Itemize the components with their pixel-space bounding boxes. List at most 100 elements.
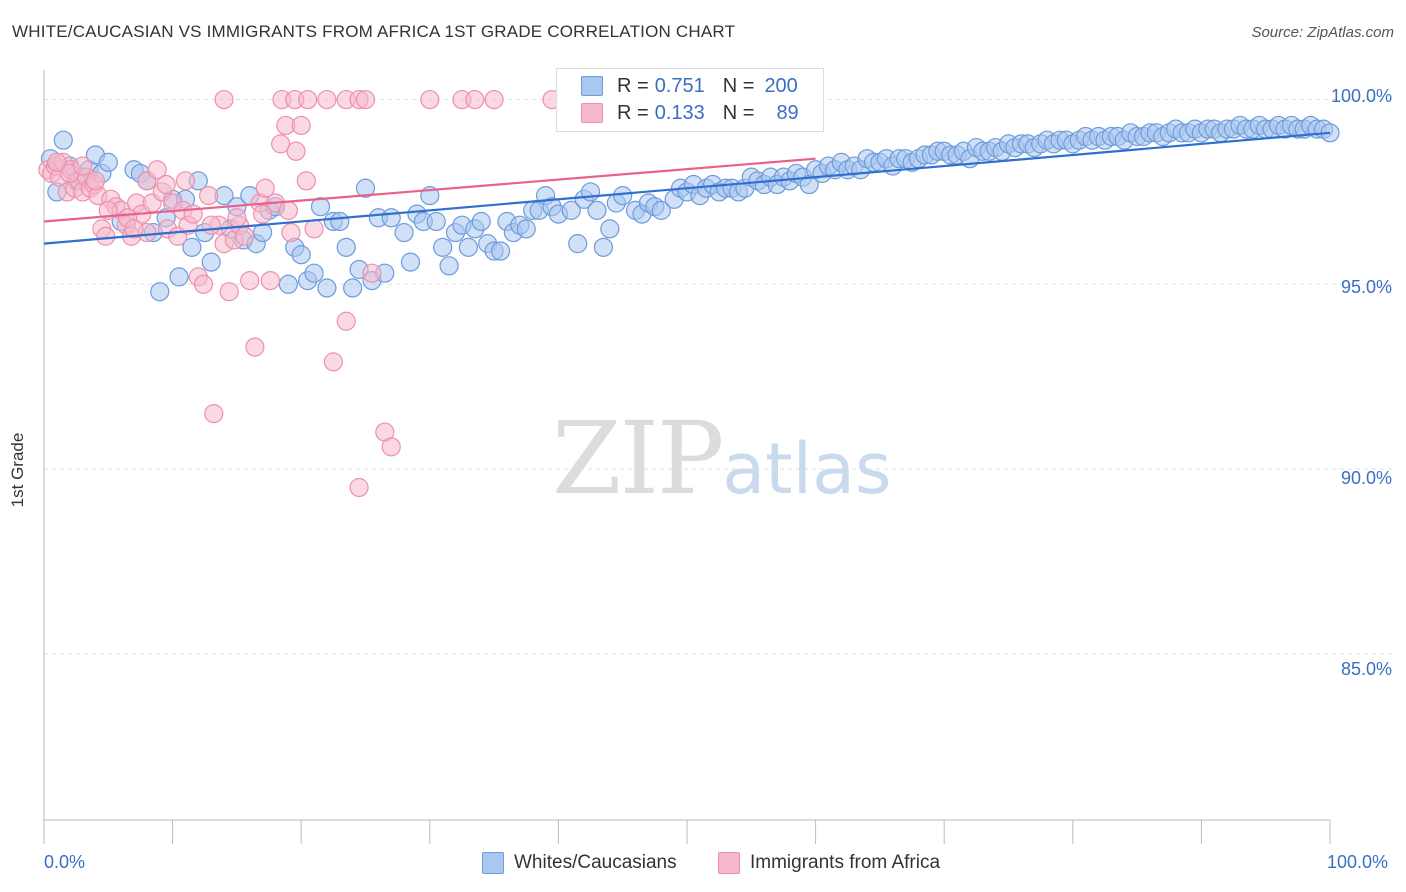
r-value: 0.751 <box>654 74 705 97</box>
legend-label-africa: Immigrants from Africa <box>750 852 941 873</box>
point-whites <box>381 208 401 228</box>
point-africa <box>260 270 280 291</box>
point-africa <box>255 178 275 198</box>
africa-swatch <box>581 103 603 123</box>
legend-item-africa[interactable]: Immigrants from Africa <box>718 852 940 874</box>
point-africa <box>201 215 221 235</box>
legend-swatch-africa <box>718 852 740 874</box>
point-whites <box>330 211 350 232</box>
point-africa <box>124 219 144 239</box>
point-whites <box>150 282 170 302</box>
y-tick-label-95: 95.0% <box>1340 277 1392 297</box>
point-africa <box>286 141 306 161</box>
point-whites <box>439 256 459 276</box>
r-label: R = <box>617 101 649 124</box>
point-whites <box>53 130 73 150</box>
stats-row-whites: R = 0.751 N = 200 <box>581 75 798 97</box>
point-whites <box>394 222 414 243</box>
point-africa <box>281 222 301 243</box>
series-legend: Whites/Caucasians Immigrants from Africa <box>0 852 1406 876</box>
point-africa <box>175 171 196 191</box>
point-africa <box>47 152 67 172</box>
point-africa <box>235 226 255 246</box>
point-africa <box>323 352 343 372</box>
chart-title: WHITE/CAUCASIAN VS IMMIGRANTS FROM AFRIC… <box>12 22 736 41</box>
point-africa <box>278 200 298 220</box>
point-africa <box>465 89 485 110</box>
point-whites <box>169 267 189 287</box>
point-africa <box>484 89 504 110</box>
n-label: N = <box>722 74 755 97</box>
point-whites <box>182 237 202 257</box>
x-tick-label-0: 0.0% <box>44 852 86 872</box>
point-whites <box>471 211 491 232</box>
point-whites <box>458 237 478 257</box>
point-whites <box>593 237 614 257</box>
point-africa <box>291 115 311 136</box>
point-whites <box>304 263 324 283</box>
point-africa <box>204 403 224 424</box>
trendline-whites <box>43 131 1331 245</box>
point-whites <box>433 237 453 257</box>
point-africa <box>317 89 337 110</box>
point-whites <box>310 197 331 217</box>
point-whites <box>587 200 607 220</box>
y-tick-label-100: 100.0% <box>1330 86 1392 106</box>
point-whites <box>98 152 118 172</box>
n-label: N = <box>722 101 755 124</box>
point-africa <box>349 477 369 498</box>
point-africa <box>296 171 316 191</box>
point-africa <box>156 174 176 195</box>
point-africa <box>96 226 116 246</box>
point-whites <box>580 182 601 202</box>
point-africa <box>355 89 376 110</box>
trendline-africa <box>43 157 816 223</box>
point-africa <box>362 263 382 283</box>
point-africa <box>381 437 401 457</box>
stats-legend: R = 0.751 N = 200 R = 0.133 N = 89 <box>556 68 824 132</box>
source-label: Source: ZipAtlas.com <box>1251 24 1394 41</box>
point-whites <box>343 278 363 298</box>
r-label: R = <box>617 74 649 97</box>
r-value: 0.133 <box>654 101 705 124</box>
point-africa <box>336 311 356 331</box>
point-africa <box>199 186 219 206</box>
point-whites <box>613 186 633 206</box>
point-africa <box>147 160 167 180</box>
point-africa <box>193 274 214 294</box>
y-axis-label: 1st Grade <box>8 432 27 508</box>
y-tick-label-90: 90.0% <box>1340 468 1392 488</box>
point-africa <box>298 89 318 110</box>
point-whites <box>490 241 511 261</box>
point-whites <box>291 245 311 265</box>
n-value: 89 <box>776 101 799 124</box>
point-whites <box>317 278 337 298</box>
point-whites <box>201 252 221 272</box>
point-africa <box>253 204 273 224</box>
point-africa <box>420 89 440 110</box>
legend-label-whites: Whites/Caucasians <box>514 852 677 873</box>
point-whites <box>426 211 446 232</box>
point-whites <box>336 237 356 257</box>
legend-item-whites[interactable]: Whites/Caucasians <box>482 852 677 874</box>
point-africa <box>304 219 324 239</box>
point-africa <box>271 134 291 154</box>
point-africa <box>240 270 260 291</box>
point-africa <box>245 337 265 357</box>
point-whites <box>600 219 620 239</box>
watermark-zip: ZIP <box>552 400 724 517</box>
y-tick-label-85: 85.0% <box>1340 659 1392 679</box>
point-africa <box>219 282 239 302</box>
point-whites <box>400 252 421 272</box>
point-whites <box>355 178 376 198</box>
point-africa <box>227 208 247 228</box>
point-whites <box>278 274 298 294</box>
x-tick-label-100: 100.0% <box>1327 852 1389 872</box>
legend-swatch-whites <box>482 852 504 874</box>
stats-row-africa: R = 0.133 N = 89 <box>581 102 799 124</box>
whites-swatch <box>581 76 603 96</box>
point-whites <box>568 234 588 254</box>
point-africa <box>214 89 234 110</box>
point-whites <box>651 200 671 220</box>
